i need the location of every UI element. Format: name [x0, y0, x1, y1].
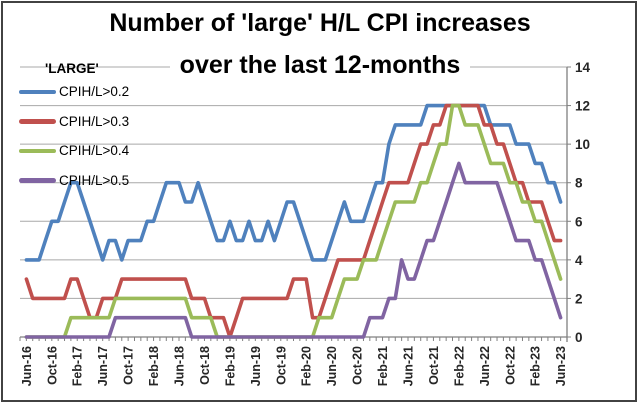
legend-items: CPIH/L>0.2 CPIH/L>0.3 CPIH/L>0.4 CPIH/L>0.5: [19, 77, 129, 195]
x-tick-label: Jun-19: [249, 346, 263, 386]
x-tick-label: Feb-19: [223, 346, 237, 386]
y-tick-label: 12: [575, 99, 590, 114]
legend-line-swatch-icon: [19, 148, 56, 154]
x-tick-label: Feb-21: [376, 346, 390, 386]
x-tick-label: Oct-17: [122, 346, 136, 385]
x-tick-label: Feb-22: [452, 346, 466, 386]
legend-item-label: CPIH/L>0.5: [59, 173, 130, 189]
x-tick-label: Jun-23: [554, 346, 568, 386]
y-tick-label: 14: [575, 60, 591, 75]
y-tick-label: 0: [575, 330, 583, 345]
x-tick-label: Oct-22: [503, 346, 517, 385]
x-tick-label: Jun-17: [96, 346, 110, 386]
y-tick-label: 8: [575, 176, 583, 191]
x-tick-label: Oct-21: [427, 346, 441, 385]
x-tick-label: Feb-20: [300, 346, 314, 386]
y-tick-label: 2: [575, 291, 583, 306]
x-tick-label: Feb-18: [147, 346, 161, 386]
x-tick-label: Jun-22: [478, 346, 492, 386]
x-tick-label: Feb-23: [529, 346, 543, 386]
y-tick-label: 6: [575, 214, 583, 229]
x-tick-label: Jun-18: [173, 346, 187, 386]
x-tick-label: Oct-16: [45, 346, 59, 385]
legend-header: 'LARGE': [45, 61, 99, 76]
chart-title-line-2: over the last 12-months: [0, 49, 640, 82]
x-tick-label: Jun-20: [325, 346, 339, 386]
x-tick-label: Oct-20: [351, 346, 365, 385]
x-tick-label: Jun-16: [20, 346, 34, 386]
legend-item-1: CPIH/L>0.3: [19, 107, 129, 137]
x-tick-label: Oct-18: [198, 346, 212, 385]
y-tick-label: 4: [575, 253, 583, 268]
legend-item-label: CPIH/L>0.4: [59, 143, 130, 159]
legend-line-swatch-icon: [19, 119, 56, 124]
legend-item-0: CPIH/L>0.2: [19, 77, 129, 107]
series-line-3: [24, 161, 563, 339]
chart-legend: 'LARGE' CPIH/L>0.2 CPIH/L>0.3 CPIH/L>0.4 CP…: [19, 61, 129, 195]
y-tick-label: 10: [575, 137, 590, 152]
chart-title-line-1: Number of 'large' H/L CPI increases: [109, 9, 531, 37]
x-tick-label: Feb-17: [71, 346, 85, 386]
legend-item-label: CPIH/L>0.3: [59, 113, 130, 129]
legend-item-label: CPIH/L>0.2: [59, 84, 130, 100]
x-tick-label: Jun-21: [401, 346, 415, 386]
x-tick-label: Oct-19: [274, 346, 288, 385]
legend-line-swatch-icon: [19, 89, 56, 95]
legend-item-3: CPIH/L>0.5: [19, 166, 129, 196]
legend-line-swatch-icon: [19, 178, 56, 183]
chart-title-line-2-text: over the last 12-months: [169, 49, 471, 82]
legend-item-2: CPIH/L>0.4: [19, 136, 129, 166]
